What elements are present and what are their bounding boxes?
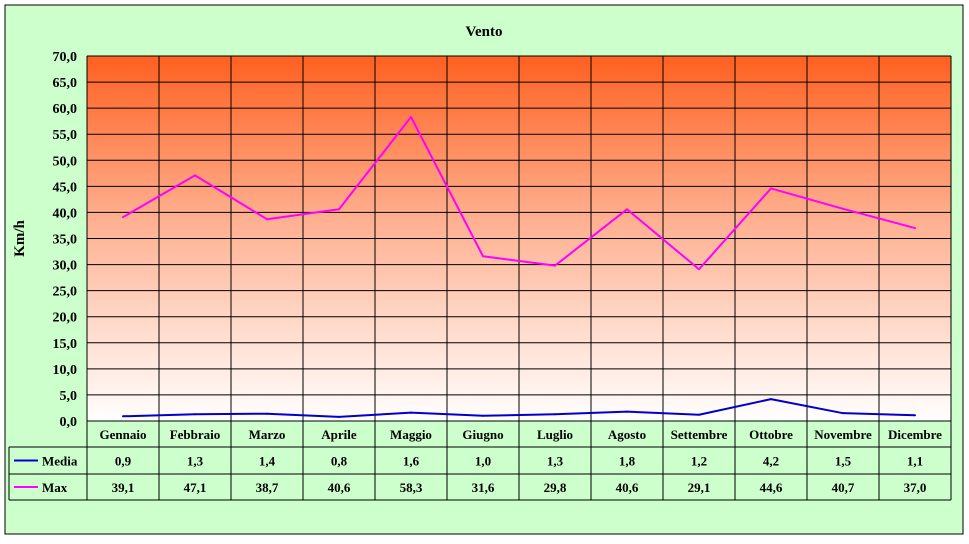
y-tick-label: 55,0 (53, 128, 78, 143)
y-tick-label: 30,0 (53, 259, 78, 274)
data-label: 29,1 (688, 480, 711, 495)
y-tick-label: 65,0 (53, 76, 78, 91)
category-label: Aprile (321, 427, 357, 442)
data-point-max (698, 268, 700, 271)
category-label: Marzo (249, 427, 286, 442)
y-tick-label: 70,0 (53, 50, 78, 65)
data-label: 1,2 (691, 454, 707, 469)
category-label: Dicembre (888, 427, 942, 442)
data-label: 58,3 (400, 480, 423, 495)
series-line-media (122, 398, 916, 418)
data-point-max (914, 227, 916, 230)
chart-title: Vento (466, 24, 503, 40)
data-point-max (266, 218, 268, 221)
data-point-media (770, 398, 772, 401)
data-point-max (842, 207, 844, 210)
y-axis-label: Km/h (12, 220, 28, 257)
data-point-max (770, 187, 772, 190)
data-label: 1,4 (259, 454, 276, 469)
data-table: Gennaio Febbraio Marzo Aprile Maggio Giugno Lu… (8, 427, 951, 501)
data-point-media (410, 411, 412, 414)
data-label: 31,6 (472, 480, 495, 495)
category-label: Febbraio (170, 427, 221, 442)
series-line-max (122, 116, 916, 271)
data-point-max (338, 208, 340, 211)
data-point-max (626, 208, 628, 211)
y-axis-ticks: 0,0 5,0 10,0 15,0 20,0 25,0 30,0 35,0 40,0 45,0 50… (53, 50, 78, 430)
data-point-media (698, 413, 700, 416)
data-point-media (338, 415, 340, 418)
data-point-media (194, 413, 196, 416)
data-label: 40,6 (616, 480, 639, 495)
y-tick-label: 45,0 (53, 180, 78, 195)
data-label: 1,8 (619, 454, 636, 469)
data-label: 0,8 (331, 454, 348, 469)
y-tick-label: 40,0 (53, 206, 78, 221)
data-point-max (122, 216, 124, 219)
data-point-media (266, 412, 268, 415)
category-label: Giugno (462, 427, 503, 442)
category-label: Ottobre (749, 427, 793, 442)
data-point-media (626, 410, 628, 413)
data-point-max (554, 264, 556, 267)
category-label: Agosto (608, 427, 646, 442)
data-label: 1,5 (835, 454, 852, 469)
data-label: 40,6 (328, 480, 351, 495)
data-point-max (410, 116, 412, 119)
category-label: Settembre (671, 427, 728, 442)
data-label: 44,6 (760, 480, 783, 495)
data-point-media (554, 413, 556, 416)
data-label: 47,1 (184, 480, 207, 495)
category-label: Maggio (390, 427, 432, 442)
y-tick-label: 60,0 (53, 102, 78, 117)
data-label: 4,2 (763, 454, 779, 469)
y-tick-label: 25,0 (53, 285, 78, 300)
data-point-media (122, 415, 124, 418)
grid-lines (86, 55, 952, 500)
legend-label: Max (42, 480, 68, 495)
data-point-media (842, 412, 844, 415)
data-label: 1,6 (403, 454, 420, 469)
series-lines (122, 116, 916, 418)
y-tick-label: 0,0 (60, 415, 78, 430)
y-tick-label: 10,0 (53, 363, 78, 378)
data-point-max (194, 174, 196, 177)
category-label: Novembre (814, 427, 872, 442)
y-tick-label: 5,0 (60, 389, 78, 404)
y-tick-label: 50,0 (53, 154, 78, 169)
data-label: 1,3 (187, 454, 204, 469)
data-label: 0,9 (115, 454, 132, 469)
category-label: Luglio (537, 427, 573, 442)
data-label: 37,0 (904, 480, 927, 495)
data-label: 1,0 (475, 454, 491, 469)
data-point-max (482, 255, 484, 258)
data-label: 1,3 (547, 454, 564, 469)
y-tick-label: 15,0 (53, 337, 78, 352)
category-label: Gennaio (100, 427, 147, 442)
y-tick-label: 20,0 (53, 311, 78, 326)
data-label: 38,7 (256, 480, 279, 495)
data-label: 29,8 (544, 480, 567, 495)
data-label: 1,1 (907, 454, 923, 469)
y-tick-label: 35,0 (53, 233, 78, 248)
data-label: 39,1 (112, 480, 135, 495)
data-point-media (482, 414, 484, 417)
legend-label: Media (42, 454, 78, 469)
data-point-media (914, 414, 916, 417)
data-label: 40,7 (832, 480, 855, 495)
